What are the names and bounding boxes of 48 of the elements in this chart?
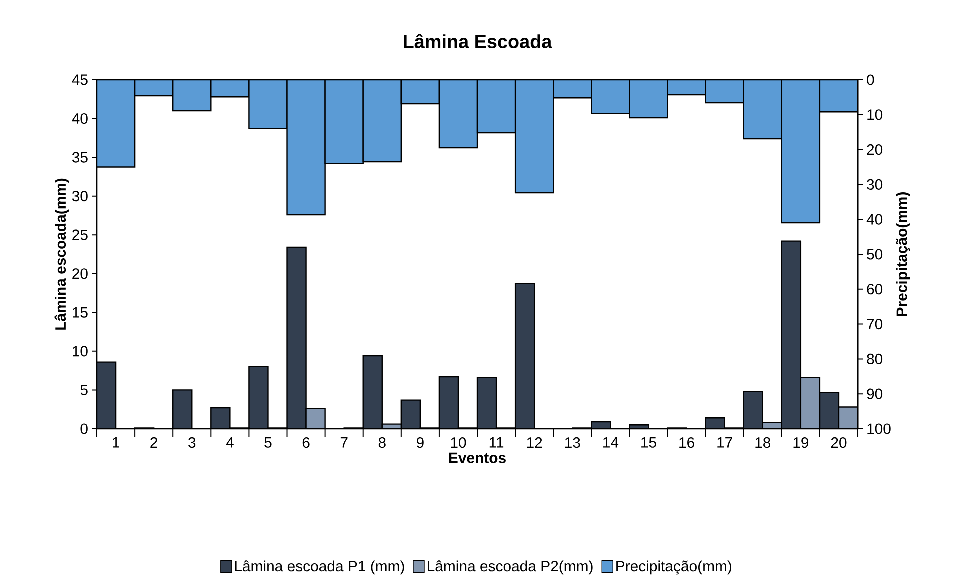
y-tick-label: 30 bbox=[72, 191, 88, 202]
x-tick-label: 19 bbox=[794, 438, 809, 448]
x-tick-label: 13 bbox=[565, 438, 580, 448]
legend-label: Lâmina escoada P2(mm) bbox=[428, 560, 593, 575]
y2-tick-label: 40 bbox=[866, 214, 883, 225]
y-tick-label: 45 bbox=[72, 74, 88, 86]
y2-axis-title: Precipitação(mm) bbox=[896, 192, 910, 316]
y2-tick-label: 100 bbox=[868, 424, 891, 434]
x-tick-label: 3 bbox=[188, 438, 196, 448]
chart-title: Lâmina Escoada bbox=[404, 34, 552, 48]
x-tick-label: 1 bbox=[113, 438, 120, 448]
x-tick-label: 10 bbox=[451, 438, 466, 448]
x-tick-label: 18 bbox=[756, 438, 771, 448]
x-tick-label: 9 bbox=[416, 438, 424, 448]
y2-tick-label: 10 bbox=[868, 110, 883, 120]
legend-label: Lâmina escoada P1 (mm) bbox=[235, 560, 404, 575]
y2-tick-label: 80 bbox=[867, 354, 883, 364]
y2-tick-label: 70 bbox=[867, 319, 883, 330]
x-tick-label: 6 bbox=[302, 438, 310, 448]
x-tick-label: 14 bbox=[604, 438, 619, 448]
y-axis-title: Lâmina escoada(mm) bbox=[54, 178, 70, 330]
y2-tick-label: 90 bbox=[867, 388, 883, 400]
x-tick-label: 17 bbox=[718, 438, 732, 448]
x-tick-label: 16 bbox=[680, 438, 694, 448]
x-tick-label: 2 bbox=[150, 438, 158, 448]
x-tick-label: 7 bbox=[340, 438, 348, 448]
x-tick-label: 11 bbox=[490, 438, 504, 448]
x-tick-label: 15 bbox=[642, 438, 656, 448]
y-tick-label: 5 bbox=[80, 385, 88, 396]
x-axis-title: Eventos bbox=[449, 452, 506, 464]
y-tick-label: 25 bbox=[72, 230, 88, 240]
y-tick-label: 35 bbox=[72, 152, 88, 163]
x-tick-label: 12 bbox=[527, 438, 542, 448]
x-tick-label: 5 bbox=[264, 438, 272, 448]
y2-tick-label: 30 bbox=[867, 179, 883, 190]
legend-label: Precipitação(mm) bbox=[616, 560, 732, 575]
y2-tick-label: 60 bbox=[867, 284, 883, 295]
y-tick-label: 20 bbox=[72, 268, 88, 280]
y2-tick-label: 0 bbox=[867, 74, 874, 86]
x-tick-label: 4 bbox=[226, 438, 234, 448]
y-tick-label: 40 bbox=[72, 113, 88, 124]
y-tick-label: 15 bbox=[73, 307, 88, 318]
x-tick-label: 8 bbox=[378, 438, 386, 448]
y-tick-label: 0 bbox=[80, 424, 88, 434]
y2-tick-label: 20 bbox=[867, 144, 883, 156]
y2-tick-label: 50 bbox=[867, 249, 883, 260]
x-tick-label: 20 bbox=[831, 438, 847, 448]
y-tick-label: 10 bbox=[73, 346, 88, 357]
